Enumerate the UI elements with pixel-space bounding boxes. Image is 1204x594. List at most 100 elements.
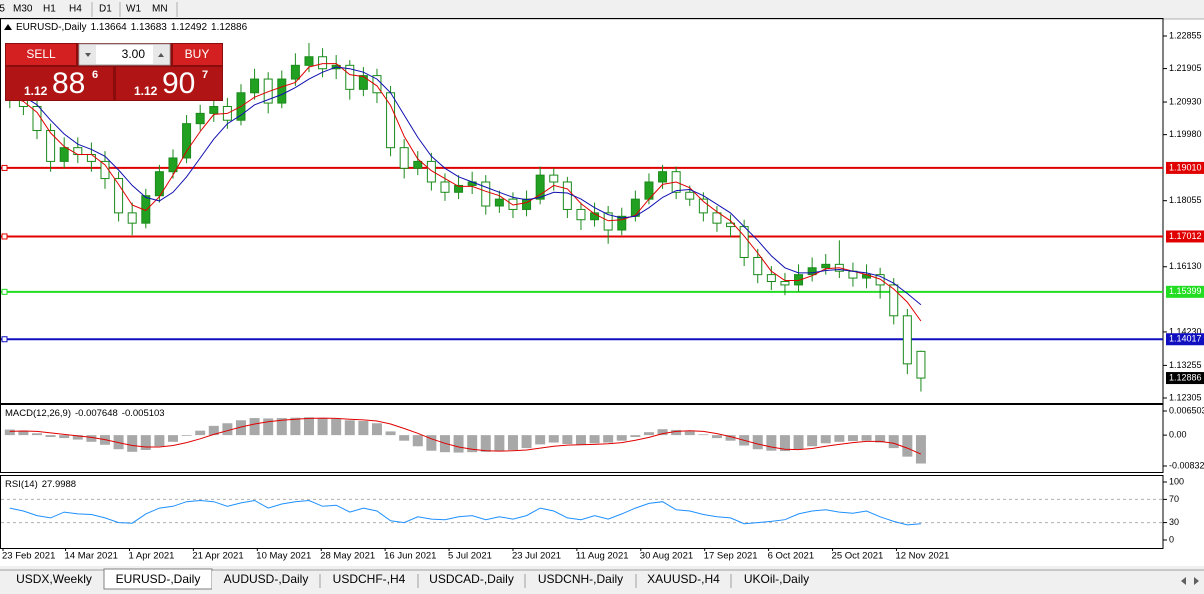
candle-body bbox=[658, 171, 668, 183]
y-tick-label: 1.16130 bbox=[1169, 261, 1202, 271]
x-tick-label: 23 Jul 2021 bbox=[512, 551, 561, 562]
timeframe-button[interactable]: M30 bbox=[13, 4, 33, 15]
macd-bar bbox=[902, 435, 913, 457]
timeframe-button[interactable]: M5 bbox=[0, 4, 5, 15]
tab-scroll[interactable] bbox=[1181, 577, 1199, 585]
timeframe-button[interactable]: W1 bbox=[126, 4, 141, 15]
macd-bar bbox=[290, 417, 301, 436]
candle-body bbox=[413, 160, 423, 169]
candle-body bbox=[100, 160, 110, 180]
tab-label: AUDUSD-,Daily bbox=[224, 572, 309, 586]
level-tag-label: 1.17012 bbox=[1169, 231, 1202, 241]
macd-bar bbox=[861, 435, 872, 441]
level-marker bbox=[1, 336, 8, 343]
macd-bar bbox=[793, 435, 804, 450]
macd-bar bbox=[752, 435, 763, 450]
macd-bar bbox=[181, 435, 192, 436]
macd-bar bbox=[548, 435, 559, 443]
y-tick-label: 30 bbox=[1169, 517, 1179, 527]
level-tag bbox=[1166, 333, 1204, 346]
x-tick-label: 17 Sep 2021 bbox=[704, 551, 758, 562]
bid-box[interactable] bbox=[6, 67, 113, 100]
macd-bar bbox=[875, 435, 886, 443]
timeframe-button[interactable]: H1 bbox=[43, 4, 56, 15]
level-marker bbox=[1, 233, 8, 240]
macd-bar bbox=[711, 435, 722, 439]
lot-input[interactable] bbox=[78, 43, 171, 66]
macd-bar bbox=[494, 435, 505, 451]
x-tick-label: 11 Aug 2021 bbox=[576, 551, 629, 562]
candle-body bbox=[454, 184, 464, 193]
title-arrow bbox=[4, 24, 12, 30]
candle-body bbox=[399, 147, 409, 169]
tab[interactable] bbox=[320, 571, 418, 591]
macd-bar bbox=[847, 435, 858, 442]
title-part: 1.13683 bbox=[131, 22, 168, 33]
tab[interactable] bbox=[418, 571, 525, 591]
candle-body bbox=[685, 191, 695, 200]
timeframe-button[interactable]: H4 bbox=[69, 4, 82, 15]
x-tick-label: 23 Feb 2021 bbox=[2, 551, 55, 562]
ask-main: 90 bbox=[162, 67, 195, 100]
macd-bar bbox=[589, 435, 600, 444]
y-tick-label: 0.006503 bbox=[1169, 405, 1204, 415]
x-tick-label: 14 Mar 2021 bbox=[65, 551, 118, 562]
candle-body bbox=[481, 181, 491, 207]
x-tick-label: 21 Apr 2021 bbox=[192, 551, 243, 562]
candle-body bbox=[304, 56, 314, 66]
candle-body bbox=[766, 274, 776, 282]
y-tick-label: 100 bbox=[1169, 476, 1184, 486]
sell-label: SELL bbox=[26, 47, 56, 61]
macd-bar bbox=[643, 432, 654, 436]
candle-body bbox=[576, 208, 586, 221]
ask-box[interactable] bbox=[116, 67, 222, 100]
macd-bar bbox=[358, 421, 369, 436]
candle-body bbox=[494, 198, 504, 207]
tab[interactable] bbox=[4, 571, 104, 591]
tab-label: UKOil-,Daily bbox=[744, 572, 809, 586]
macd-bar bbox=[4, 429, 15, 436]
sell-button[interactable] bbox=[6, 44, 76, 65]
macd-bar bbox=[725, 435, 736, 441]
macd-bar bbox=[167, 435, 178, 442]
macd-bar bbox=[317, 418, 328, 436]
candle-body bbox=[46, 130, 56, 162]
macd-bar bbox=[86, 435, 97, 442]
macd-bar bbox=[766, 435, 777, 451]
macd-bar bbox=[140, 435, 151, 450]
candle-body bbox=[916, 350, 926, 379]
tab-label: EURUSD-,Daily bbox=[116, 572, 201, 586]
macd-bar bbox=[562, 435, 573, 445]
candle-body bbox=[902, 315, 912, 365]
y-tick-label: 1.21905 bbox=[1169, 63, 1202, 73]
macd-bar bbox=[31, 433, 42, 436]
macd-bar bbox=[698, 434, 709, 436]
tab[interactable] bbox=[731, 571, 822, 591]
macd-bar bbox=[331, 418, 342, 436]
macd-bar bbox=[195, 430, 206, 436]
macd-signal bbox=[9, 417, 922, 455]
lot-value: 3.00 bbox=[122, 47, 146, 61]
macd-bar bbox=[915, 435, 926, 464]
candle-body bbox=[277, 78, 287, 104]
timeframe-button[interactable]: MN bbox=[152, 4, 168, 15]
tab[interactable] bbox=[636, 571, 731, 591]
candle-body bbox=[59, 147, 69, 162]
bid-pip: 6 bbox=[92, 69, 98, 81]
candle-body bbox=[617, 215, 627, 231]
tab[interactable] bbox=[525, 571, 636, 591]
macd-bar bbox=[412, 435, 423, 447]
level-tag bbox=[1166, 161, 1204, 174]
pane-title: MACD(12,26,9) -0.007648 -0.005103 bbox=[5, 408, 165, 419]
candle-body bbox=[739, 226, 749, 258]
candle-body bbox=[345, 64, 355, 90]
macd-bar bbox=[575, 435, 586, 445]
bid-big: 1.12 bbox=[24, 84, 48, 98]
timeframe-button[interactable]: D1 bbox=[99, 4, 112, 15]
buy-button[interactable] bbox=[173, 44, 222, 65]
tab[interactable] bbox=[212, 571, 320, 591]
lot-up-arrow bbox=[158, 53, 164, 57]
y-tick-label: 70 bbox=[1169, 494, 1179, 504]
level-tag-label: 1.15399 bbox=[1169, 286, 1202, 296]
candle-body bbox=[889, 284, 899, 317]
